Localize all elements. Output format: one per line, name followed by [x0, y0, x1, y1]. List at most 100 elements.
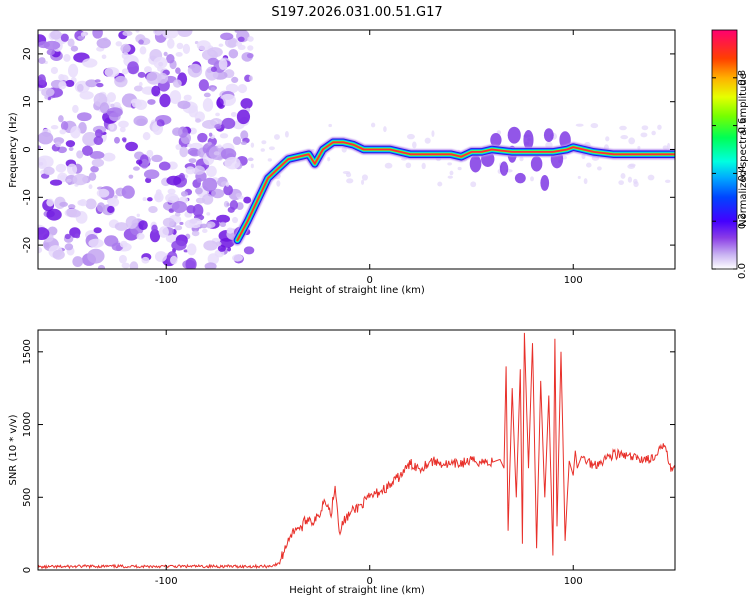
- noise-blob: [328, 123, 333, 128]
- noise-blob: [140, 158, 149, 169]
- noise-blob: [76, 112, 92, 122]
- noise-blob: [70, 45, 79, 52]
- noise-blob: [195, 197, 206, 204]
- ridge-side-blob: [530, 156, 543, 172]
- noise-blob: [122, 138, 127, 143]
- noise-blob: [46, 49, 55, 56]
- noise-blob: [647, 174, 655, 181]
- snr-xtick-label: -100: [155, 576, 178, 587]
- noise-blob: [240, 130, 249, 141]
- noise-blob: [197, 132, 208, 143]
- noise-blob: [89, 151, 105, 160]
- noise-blob: [60, 121, 69, 131]
- noise-blob: [449, 170, 454, 176]
- noise-blob: [46, 198, 55, 207]
- snr-x-ticks: -100 0 100: [155, 330, 583, 587]
- noise-blob: [163, 51, 168, 57]
- noise-blob: [207, 47, 223, 58]
- noise-blob: [447, 175, 453, 179]
- noise-blob: [216, 214, 230, 224]
- noise-blob: [139, 46, 147, 55]
- noise-blob: [240, 98, 253, 109]
- noise-blob: [597, 166, 602, 171]
- noise-blob: [154, 251, 167, 262]
- noise-blob: [225, 83, 239, 94]
- noise-blob: [106, 197, 117, 205]
- noise-blob: [96, 82, 104, 88]
- noise-blob: [412, 141, 417, 149]
- noise-blob: [82, 58, 98, 68]
- noise-blob: [406, 133, 415, 140]
- noise-blob: [166, 53, 175, 64]
- noise-blob: [64, 233, 71, 240]
- spec-ytick-label: 0: [22, 146, 33, 152]
- noise-blob: [619, 125, 627, 131]
- noise-blob: [236, 109, 251, 125]
- spectrogram-y-ticks: -20 -10 0 10 20: [22, 48, 675, 253]
- noise-blob: [202, 228, 208, 234]
- noise-blob: [664, 179, 671, 184]
- noise-blob: [217, 244, 226, 252]
- noise-blob: [246, 52, 254, 59]
- noise-blob: [627, 176, 633, 183]
- noise-blob: [59, 201, 68, 207]
- noise-blob: [261, 140, 267, 145]
- noise-blob: [114, 222, 129, 231]
- noise-blob: [202, 177, 218, 192]
- noise-blob: [41, 87, 55, 97]
- noise-blob: [149, 229, 161, 243]
- noise-blob: [85, 198, 97, 210]
- noise-blob: [227, 246, 232, 252]
- noise-blob: [195, 118, 201, 123]
- noise-blob: [165, 193, 179, 203]
- noise-blob: [235, 192, 242, 198]
- snr-panel: -100 0 100 0 500 1000 1500 Height of straight…: [8, 329, 676, 596]
- noise-blob: [77, 35, 85, 40]
- snr-ytick-label: 1000: [22, 412, 33, 437]
- snr-frame: [37, 329, 676, 571]
- noise-blob: [104, 67, 120, 78]
- noise-blob: [247, 157, 254, 162]
- noise-blob: [99, 102, 110, 114]
- noise-blob: [361, 179, 365, 185]
- noise-blob: [231, 216, 239, 224]
- noise-blob: [421, 162, 426, 170]
- noise-blob: [183, 94, 192, 101]
- noise-blob: [91, 158, 105, 168]
- noise-blob: [144, 66, 152, 74]
- noise-blob: [201, 193, 214, 205]
- noise-blob: [176, 42, 184, 50]
- noise-blob: [637, 145, 641, 150]
- noise-blob: [72, 256, 84, 268]
- noise-blob: [216, 98, 224, 108]
- noise-blob: [121, 185, 135, 199]
- noise-blob: [72, 104, 79, 114]
- spec-ytick-label: 10: [22, 95, 33, 108]
- noise-blob: [237, 83, 248, 94]
- snr-series-line: [38, 332, 675, 570]
- noise-blob: [235, 41, 243, 47]
- noise-blob: [172, 127, 183, 137]
- snr-xtick-label: 100: [564, 576, 583, 587]
- noise-blob: [101, 54, 107, 60]
- noise-blob: [137, 71, 146, 78]
- noise-blob: [38, 74, 46, 86]
- noise-blob: [70, 126, 81, 139]
- spec-xtick-label: -100: [155, 275, 178, 286]
- noise-blob: [67, 38, 75, 47]
- noise-blob: [38, 131, 54, 145]
- colorbar-tick-label: 0.4: [737, 165, 748, 181]
- colorbar-gradient: [711, 29, 738, 270]
- figure-title: S197.2026.031.00.51.G17: [271, 5, 442, 20]
- noise-blob: [361, 174, 368, 181]
- noise-blob: [234, 30, 239, 33]
- noise-blob: [63, 54, 71, 62]
- noise-blob: [342, 170, 351, 175]
- noise-blob: [142, 132, 151, 141]
- noise-blob: [119, 126, 126, 133]
- noise-blob: [106, 107, 123, 118]
- noise-blob: [218, 43, 224, 47]
- noise-blob: [202, 97, 214, 112]
- spectrogram-x-ticks: -100 0 100: [155, 30, 583, 286]
